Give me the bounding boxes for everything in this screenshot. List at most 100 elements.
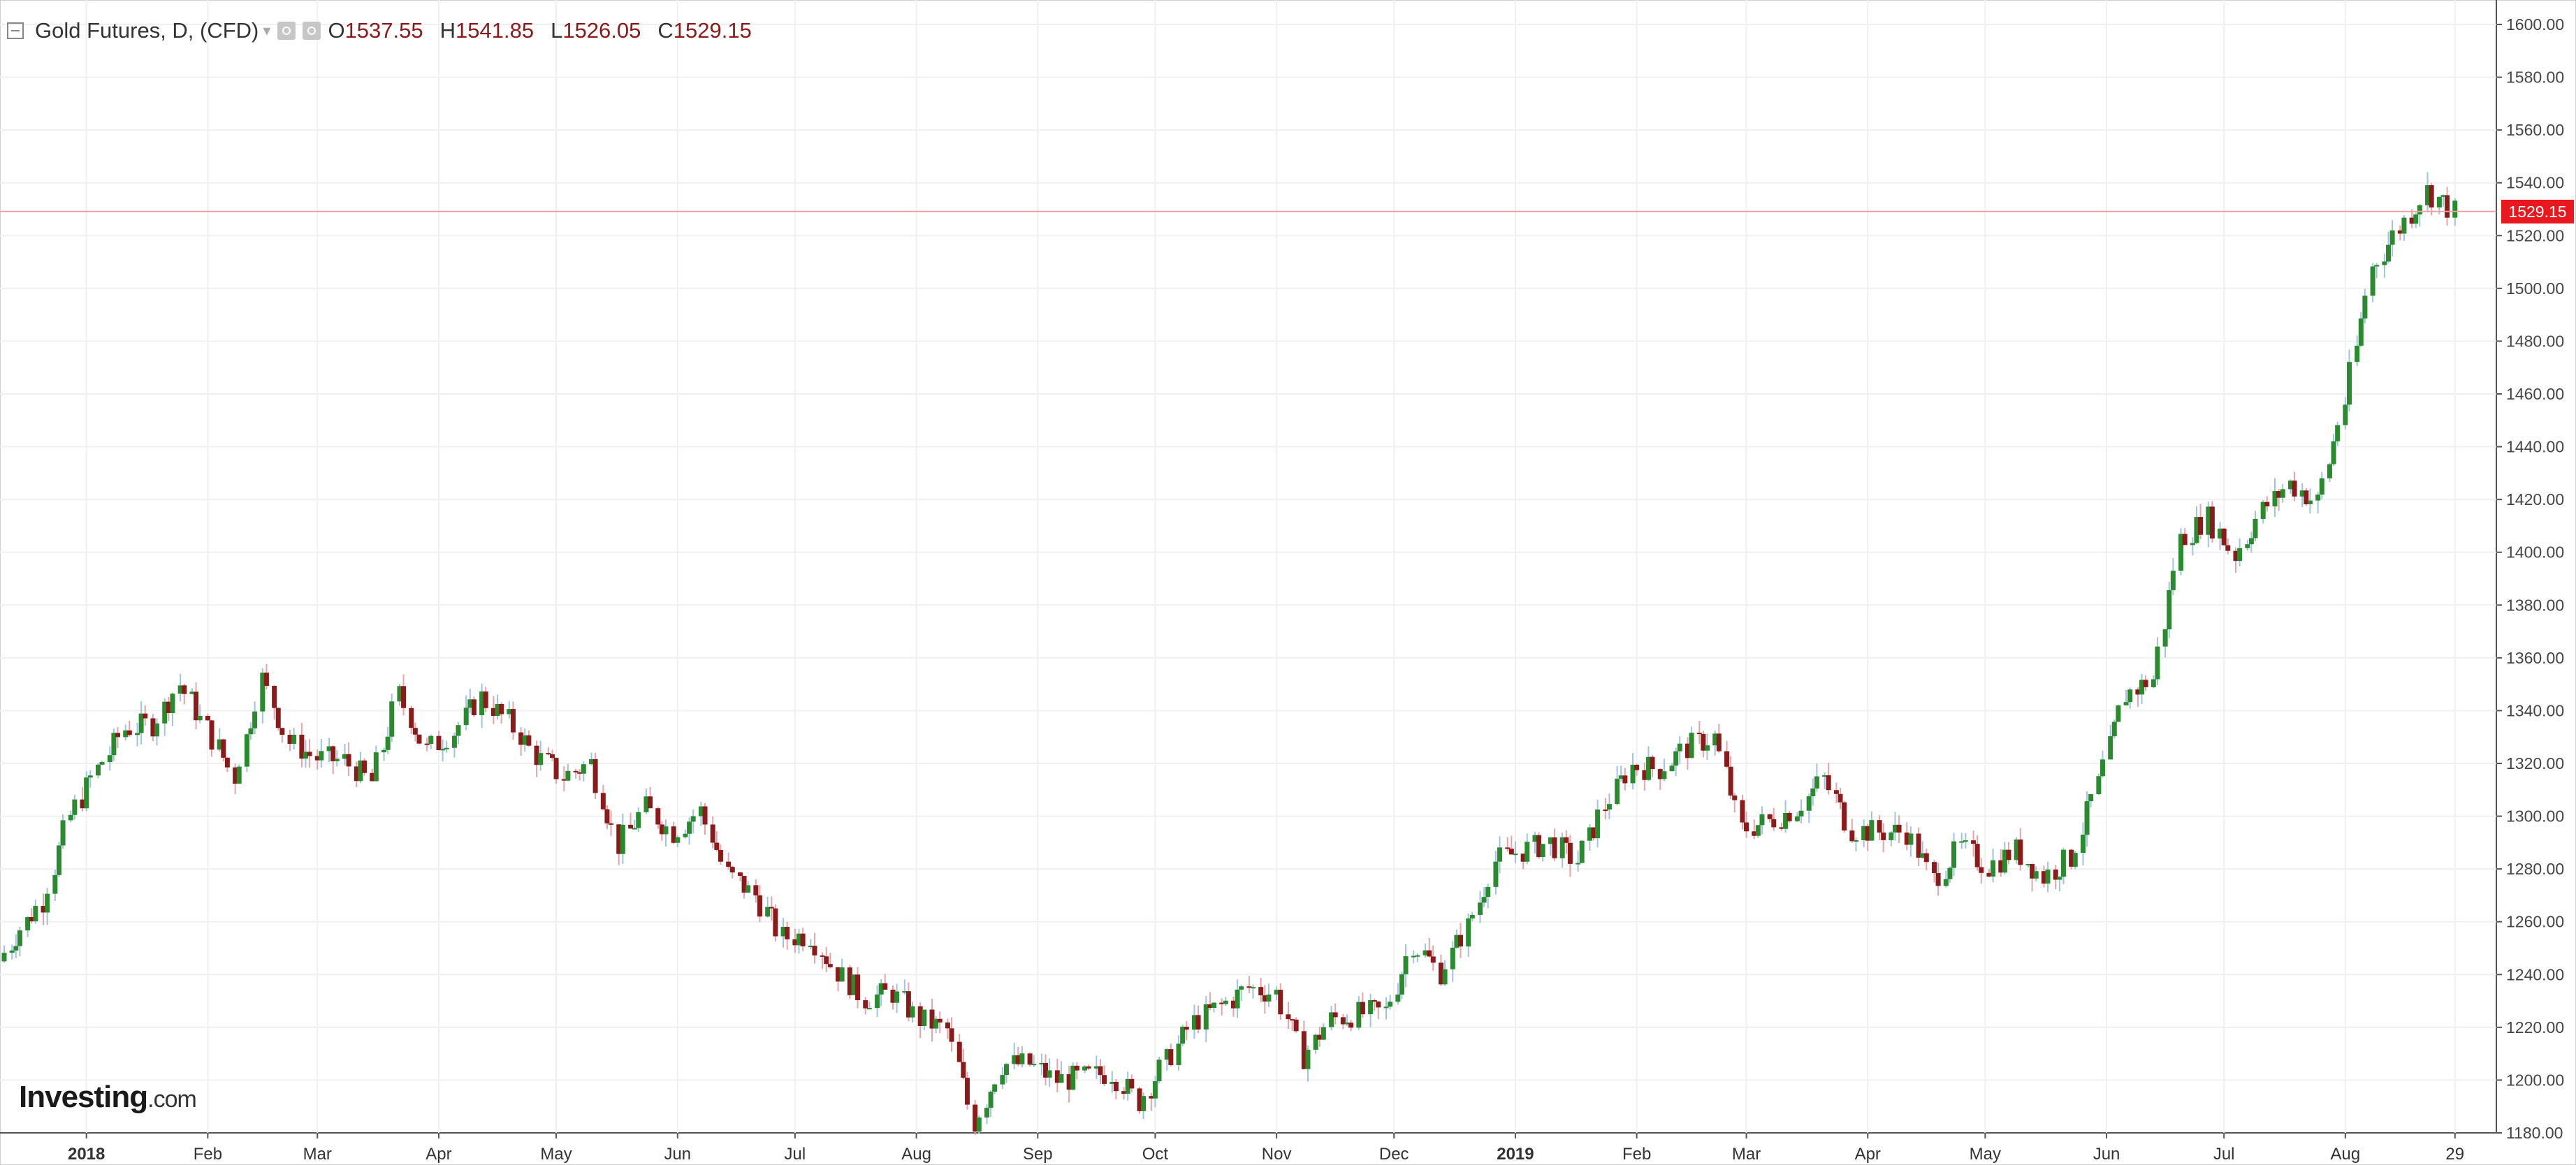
candle-body [1497,847,1503,862]
candle-body [902,991,908,993]
candle-body [354,766,359,782]
candle-body [2182,534,2188,545]
candle-body [1168,1049,1174,1065]
x-tick-label: Nov [1262,1145,1292,1164]
candle-body [1290,1019,1295,1021]
x-tick-label: Apr [1855,1145,1881,1164]
candle-body [1180,1027,1186,1044]
candle-body [683,833,688,837]
candle-body [589,759,595,765]
candle-body [263,673,269,687]
candle-body [1684,743,1690,759]
candle-body [1865,826,1870,841]
chevron-down-icon[interactable]: ▾ [263,22,271,39]
candle-body [1121,1091,1127,1094]
candle-body [2100,759,2105,777]
low-value: 1526.05 [562,18,641,43]
open-value: 1537.55 [344,18,423,43]
candle-body [659,824,664,835]
candle-body [710,824,715,843]
candle-body [233,767,238,784]
symbol-title[interactable]: Gold Futures, D, (CFD) [35,18,259,43]
candle-body [687,821,692,834]
y-tick-label: 1320.00 [2506,754,2564,772]
candle-body [1576,863,1581,865]
candle-body [272,686,277,708]
candle-body [1305,1049,1311,1069]
candle-body [2018,839,2023,865]
y-tick-label: 1460.00 [2506,385,2564,403]
candle-body [1744,822,1749,832]
candle-body [2343,404,2348,425]
candle-body [1591,827,1596,839]
candle-body [2307,500,2313,504]
candle-body [2429,185,2434,208]
x-tick-label: Oct [1142,1145,1169,1164]
candle-body [1779,827,1784,829]
candle-body [2237,548,2243,562]
candle-body [1881,833,1886,840]
candle-body [17,930,22,946]
settings-icon[interactable] [277,22,296,40]
candle-body [9,950,15,953]
candle-body [45,893,50,913]
candle-body [2194,517,2199,543]
candle-body [1755,825,1761,836]
candle-body [2002,849,2007,873]
candle-body [1752,831,1757,836]
candle-body [1540,844,1545,858]
candle-body [1003,1064,1009,1076]
candle-body [1340,1017,1346,1025]
candle-body [616,824,622,854]
candle-body [1787,812,1792,821]
candle-body [1603,809,1608,812]
candle-body [2327,464,2332,478]
candle-body [495,703,500,717]
candle-body [299,734,305,759]
candle-body [13,946,19,951]
candle-body [1,953,7,962]
candle-body [1019,1053,1025,1064]
candle-body [1376,1001,1381,1008]
candle-body [1971,840,1977,844]
candle-body [1223,1000,1228,1004]
candle-body [604,809,610,823]
candle-body [1235,989,1240,1009]
candle-body [992,1084,998,1092]
candle-body [1109,1081,1115,1084]
candle-body [1979,867,1984,873]
candle-body [718,849,723,862]
x-tick-label: Jun [664,1145,691,1164]
settings-icon-2[interactable] [303,22,321,40]
candle-body [2440,195,2446,197]
x-tick-label: May [1970,1145,2001,1164]
candle-body [41,906,46,913]
candle-body [29,917,34,922]
y-tick-label: 1260.00 [2506,913,2564,931]
candle-body [499,703,504,715]
candle-body [2116,705,2121,722]
candle-body [2053,869,2058,880]
candle-body [1313,1034,1318,1050]
candle-body [1442,969,1448,985]
candle-body [342,754,348,759]
candle-body [949,1028,954,1042]
candle-body [260,673,265,712]
candle-body [1814,776,1819,789]
candle-body [1771,819,1777,828]
candle-body [1113,1081,1119,1092]
candle-body [483,691,488,708]
candle-body [1066,1074,1072,1090]
candle-body [1889,832,1894,840]
candle-body [2370,266,2375,296]
candle-body [1696,733,1702,735]
collapse-icon[interactable] [7,22,24,39]
candle-body [1532,835,1538,842]
candle-body [827,964,833,967]
candle-body [2123,702,2129,705]
candle-body [471,699,476,715]
candle-body [334,759,340,761]
